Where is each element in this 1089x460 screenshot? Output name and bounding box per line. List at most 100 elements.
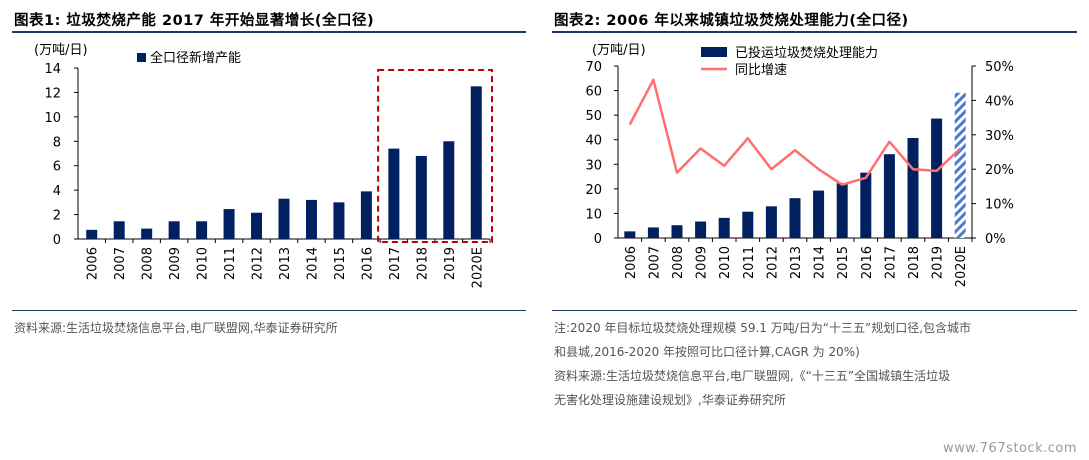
right-legend-line-label: 同比增速 <box>735 63 787 78</box>
right-x-tick-label: 2019 <box>931 246 946 279</box>
right-y-tick-label: 30 <box>585 158 602 173</box>
right-legend-bar-swatch <box>701 47 727 57</box>
left-chart-panel: 图表1: 垃圾焚烧产能 2017 年开始显著增长(全口径) (万吨/日) 0 2 4 6… <box>0 0 530 460</box>
left-bar <box>305 199 317 239</box>
right-bar <box>954 92 966 238</box>
left-bar <box>113 221 125 239</box>
left-x-tick-label: 2006 <box>86 247 101 280</box>
right-bar <box>931 118 943 238</box>
left-bar <box>251 212 263 239</box>
left-chart-title: 图表1: 垃圾焚烧产能 2017 年开始显著增长(全口径) <box>14 13 375 29</box>
watermark: www.767stock.com <box>942 441 1077 456</box>
right-x-tick-label: 2011 <box>742 246 757 279</box>
left-bar <box>470 86 482 239</box>
right-y-tick-label: 40 <box>585 134 602 149</box>
right-bar <box>695 221 707 238</box>
right-bar <box>907 137 919 238</box>
left-x-tick-label: 2014 <box>305 247 320 280</box>
right-note-line-3: 资料来源:生活垃圾焚烧信息平台,电厂联盟网,《“十三五”全国城镇生活垃圾 <box>554 369 951 383</box>
left-y-axis-label: (万吨/日) <box>34 43 88 58</box>
left-y-tick-label: 12 <box>44 86 61 101</box>
right-x-tick-label: 2014 <box>813 246 828 279</box>
right-y2-tick-label: 0% <box>985 232 1006 247</box>
left-bar <box>278 198 290 239</box>
left-x-tick-label: 2007 <box>113 247 128 280</box>
left-bar <box>360 191 372 239</box>
left-x-tick-label: 2011 <box>223 247 238 280</box>
right-x-tick-label: 2007 <box>647 246 662 279</box>
right-title-rule <box>552 31 1077 33</box>
left-x-tick-label: 2018 <box>415 247 430 280</box>
right-bar <box>789 198 801 238</box>
right-bottom-rule <box>552 310 1077 311</box>
left-bar <box>333 202 345 239</box>
left-bar <box>86 229 98 239</box>
right-y-tick-label: 20 <box>585 183 602 198</box>
left-y-tick-label: 4 <box>53 184 61 199</box>
right-note-line-4: 无害化处理设施建设规划》,华泰证券研究所 <box>554 393 786 407</box>
left-x-tick-label: 2013 <box>278 247 293 280</box>
left-y-tick-label: 6 <box>53 160 61 175</box>
right-x-tick-label: 2012 <box>765 246 780 279</box>
left-bar <box>443 141 455 239</box>
right-x-tick-label: 2018 <box>907 246 922 279</box>
left-legend-label: 全口径新增产能 <box>150 50 241 66</box>
right-chart-panel: 图表2: 2006 年以来城镇垃圾焚烧处理能力(全口径) (万吨/日) 0 10 20… <box>540 0 1089 460</box>
left-bar <box>196 221 208 239</box>
right-x-tick-label: 2016 <box>860 246 875 279</box>
right-x-tick-label: 2010 <box>718 246 733 279</box>
right-growth-line <box>628 78 962 186</box>
left-bar <box>223 209 235 239</box>
right-bar <box>836 183 848 238</box>
left-source-note: 资料来源:生活垃圾焚烧信息平台,电厂联盟网,华泰证券研究所 <box>14 321 338 335</box>
right-bar <box>624 231 636 238</box>
left-legend-swatch <box>137 53 146 62</box>
left-bar <box>388 148 400 239</box>
right-x-tick-label: 2009 <box>695 246 710 279</box>
left-bar <box>141 228 153 239</box>
right-bar <box>647 227 659 238</box>
right-x-tick-label: 2006 <box>624 246 639 279</box>
right-x-tick-label: 2020E <box>954 246 969 287</box>
right-bar <box>765 206 777 238</box>
left-bar <box>415 155 427 239</box>
right-bar <box>742 211 754 238</box>
right-y2-tick-label: 30% <box>985 129 1014 144</box>
right-bar <box>813 190 825 238</box>
right-note-line-2: 和县城,2016-2020 年按照可比口径计算,CAGR 为 20%) <box>554 345 860 359</box>
right-x-tick-label: 2008 <box>671 246 686 279</box>
right-legend-bar-label: 已投运垃圾焚烧处理能力 <box>735 45 878 61</box>
left-x-tick-label: 2012 <box>251 247 266 280</box>
left-y-tick-label: 2 <box>53 209 61 224</box>
left-bottom-rule <box>12 310 526 311</box>
right-bar <box>671 225 683 238</box>
right-note-block: 注:2020 年目标垃圾焚烧处理规模 59.1 万吨/日为“十三五”规划口径,包… <box>554 316 971 412</box>
right-y2-tick-label: 40% <box>985 94 1014 109</box>
left-x-tick-label: 2015 <box>333 247 348 280</box>
right-y-tick-label: 50 <box>585 109 602 124</box>
left-y-tick-label: 14 <box>44 62 61 77</box>
left-x-tick-label: 2019 <box>443 247 458 280</box>
left-y-tick-label: 0 <box>53 233 61 248</box>
right-chart-title: 图表2: 2006 年以来城镇垃圾焚烧处理能力(全口径) <box>554 13 909 29</box>
left-x-tick-label: 2016 <box>360 247 375 280</box>
left-y-tick-label: 10 <box>44 111 61 126</box>
left-x-tick-label: 2017 <box>388 247 403 280</box>
left-highlight-box <box>377 69 493 243</box>
right-y-axis-label: (万吨/日) <box>592 43 646 58</box>
left-bar <box>168 221 180 239</box>
left-x-tick-label: 2020E <box>470 247 485 288</box>
right-y2-tick-label: 50% <box>985 60 1014 75</box>
left-bar-chart: (万吨/日) 0 2 4 6 8 10 12 14 2006 2007 2008 2009 2010 201… <box>34 43 493 288</box>
left-x-tick-label: 2010 <box>196 247 211 280</box>
right-y-tick-label: 60 <box>585 85 602 100</box>
right-x-tick-label: 2015 <box>836 246 851 279</box>
right-combo-chart: (万吨/日) 0 10 20 30 40 50 60 70 0% 10% 20% 30% 40% 50% 20… <box>585 43 1014 287</box>
right-note-line-1: 注:2020 年目标垃圾焚烧处理规模 59.1 万吨/日为“十三五”规划口径,包… <box>554 321 972 335</box>
right-y2-tick-label: 20% <box>985 163 1014 178</box>
right-bar <box>883 154 895 238</box>
left-x-tick-label: 2009 <box>168 247 183 280</box>
right-y-tick-label: 0 <box>594 232 602 247</box>
right-y2-tick-label: 10% <box>985 198 1014 213</box>
right-y-tick-label: 10 <box>585 207 602 222</box>
